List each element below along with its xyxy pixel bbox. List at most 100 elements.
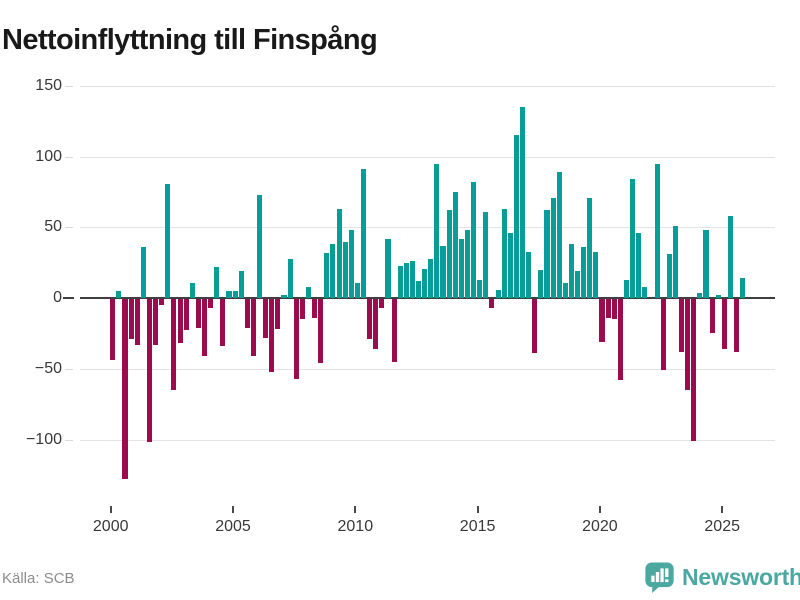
bar-2021Q3 — [636, 233, 642, 299]
bar-2018Q1 — [550, 197, 556, 299]
bar-2002Q2 — [165, 183, 171, 299]
y-tick-100 — [65, 156, 73, 158]
bar-2021Q2 — [630, 179, 636, 299]
x-tick-2020 — [598, 506, 601, 513]
bar-2020Q1 — [599, 299, 605, 342]
bar-2014Q3 — [464, 230, 471, 299]
bar-2002Q1 — [159, 299, 165, 305]
y-tick-label-150: 150 — [35, 76, 62, 94]
bar-2019Q2 — [581, 247, 587, 299]
x-tick-2005 — [232, 506, 234, 513]
newsworthy-wordmark: Newsworthy — [682, 563, 800, 590]
bar-2014Q1 — [452, 192, 458, 299]
bar-2017Q2 — [532, 299, 538, 354]
bar-2024Q4 — [715, 295, 721, 299]
x-tick-label-2020: 2020 — [582, 518, 618, 535]
bar-2006Q4 — [275, 299, 281, 330]
bar-2016Q3 — [513, 135, 519, 299]
bar-2004Q1 — [208, 299, 214, 308]
bar-2001Q4 — [153, 299, 159, 345]
y-tick--100 — [65, 439, 73, 441]
bar-2015Q3 — [489, 299, 495, 308]
bar-2000Q1 — [110, 299, 116, 361]
x-tick-2010 — [354, 506, 357, 513]
bar-2010Q1 — [354, 282, 360, 299]
gridline-y--50 — [80, 369, 775, 371]
gridline-y--100 — [80, 439, 775, 441]
y-tick-label-50: 50 — [44, 218, 62, 236]
bar-2003Q3 — [195, 299, 201, 328]
bar-2002Q4 — [177, 299, 183, 344]
gridline-y-150 — [80, 85, 775, 87]
x-tick-label-2010: 2010 — [337, 518, 374, 535]
bar-2020Q3 — [611, 299, 617, 320]
y-tick-label--50: −50 — [34, 360, 62, 378]
bar-2005Q3 — [244, 299, 250, 328]
bar-chart-plot-area: 150 100 50 0 −50 −100 2000 2005 2010 2015 2020 2025 — [25, 76, 775, 535]
bar-2011Q3 — [391, 299, 397, 362]
bar-2022Q3 — [660, 299, 666, 371]
bar-2013Q1 — [428, 258, 434, 299]
bar-2003Q1 — [183, 299, 189, 331]
bar-2016Q4 — [519, 107, 526, 299]
bar-2012Q2 — [409, 261, 415, 299]
y-tick--50 — [65, 369, 73, 371]
bar-2025Q4 — [740, 278, 746, 299]
bar-2014Q2 — [458, 238, 464, 299]
bar-2010Q3 — [367, 299, 373, 339]
bar-2023Q2 — [678, 299, 685, 352]
bar-2024Q2 — [703, 230, 709, 299]
bar-2001Q3 — [146, 299, 153, 443]
bar-2019Q3 — [587, 197, 593, 299]
bar-2012Q3 — [416, 281, 422, 299]
bar-2011Q2 — [385, 238, 391, 299]
bar-2019Q4 — [593, 251, 599, 299]
bar-2013Q3 — [440, 245, 446, 299]
bar-2010Q4 — [373, 299, 379, 349]
bar-2019Q1 — [575, 271, 581, 299]
bar-2012Q1 — [403, 262, 409, 299]
bar-2024Q1 — [697, 292, 703, 299]
bar-2015Q2 — [483, 211, 489, 299]
bar-2006Q1 — [257, 194, 263, 299]
x-tick-label-2025: 2025 — [704, 518, 740, 535]
bar-2004Q4 — [226, 291, 232, 299]
x-tick-label-2000: 2000 — [92, 518, 129, 535]
bar-2013Q2 — [434, 163, 440, 299]
x-tick-2000 — [109, 506, 112, 513]
bar-2018Q2 — [556, 172, 562, 299]
bar-2001Q2 — [140, 247, 146, 299]
chart-title: Nettoinflyttning till Finspång — [2, 24, 378, 57]
bar-2008Q2 — [312, 299, 318, 318]
bar-2004Q3 — [220, 299, 226, 347]
bar-2017Q3 — [538, 269, 544, 299]
newsworthy-logo: Newsworthy — [644, 560, 800, 594]
bar-2009Q4 — [348, 230, 354, 299]
newsworthy-bubble-chart-icon — [644, 561, 675, 594]
bar-2016Q2 — [507, 233, 513, 299]
bar-2005Q2 — [238, 271, 244, 299]
y-tick-label--100: −100 — [25, 430, 62, 448]
gridline-y-100 — [80, 156, 775, 158]
bar-2000Q2 — [116, 291, 122, 299]
bar-2009Q3 — [342, 241, 348, 299]
bar-2025Q1 — [721, 299, 727, 349]
bar-2009Q1 — [330, 244, 336, 299]
bar-2007Q1 — [281, 295, 287, 299]
x-tick-2015 — [476, 506, 479, 513]
bar-2001Q1 — [134, 299, 140, 345]
bar-2024Q3 — [709, 299, 715, 334]
bar-2021Q4 — [642, 286, 648, 299]
bar-2023Q4 — [691, 299, 697, 441]
y-tick-0 — [63, 297, 74, 300]
bar-2010Q2 — [360, 169, 367, 299]
bar-2008Q4 — [324, 252, 330, 299]
bar-2006Q2 — [263, 299, 269, 338]
bar-2007Q4 — [299, 299, 305, 320]
bar-2014Q4 — [471, 182, 477, 299]
bar-2009Q2 — [336, 209, 342, 299]
bar-2015Q4 — [495, 289, 501, 299]
bar-2005Q1 — [232, 291, 238, 299]
bar-2018Q4 — [568, 244, 574, 299]
bar-2007Q2 — [287, 258, 293, 299]
